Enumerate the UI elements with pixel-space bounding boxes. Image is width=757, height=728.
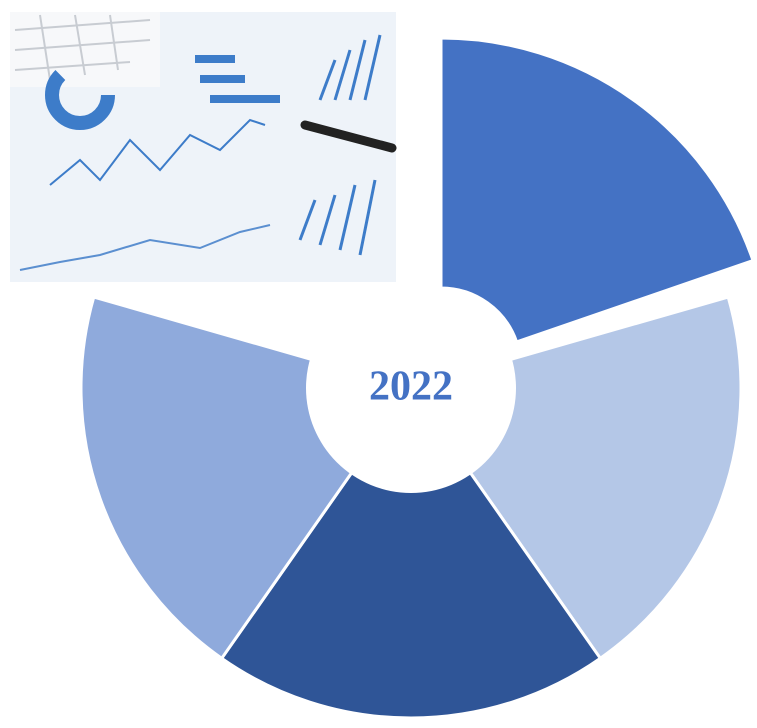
photo-donut [45, 60, 115, 130]
photo-line [49, 118, 266, 186]
segments [79, 36, 755, 720]
photo-spikes [298, 34, 382, 256]
pen [300, 120, 397, 153]
photo-bars [195, 55, 280, 103]
photo-line-2 [19, 224, 271, 271]
photo [10, 12, 397, 282]
donut-hole [306, 283, 516, 493]
center-label: 2022 [369, 364, 453, 410]
keyboard-keys [14, 14, 151, 81]
donut-segment [439, 36, 755, 344]
